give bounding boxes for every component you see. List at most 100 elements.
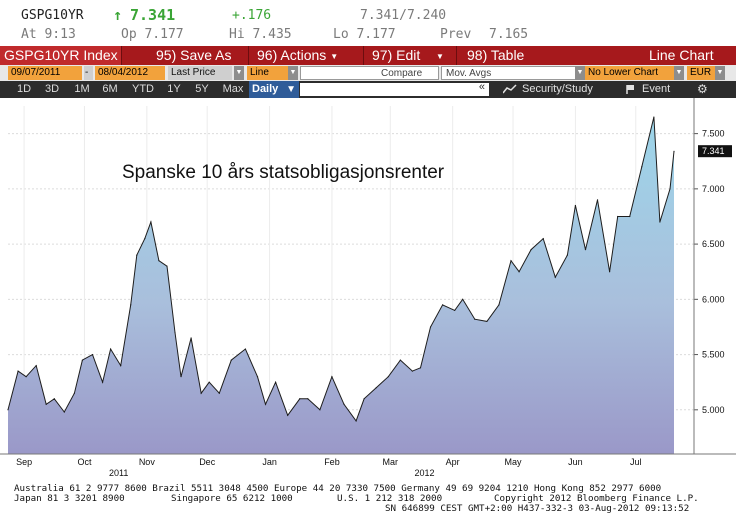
data-point	[136, 254, 138, 256]
period-5y[interactable]: 5Y	[195, 83, 209, 95]
data-point	[264, 403, 267, 405]
event-button[interactable]: Event	[626, 81, 670, 98]
security-study-button[interactable]: Security/Study	[502, 81, 593, 98]
x-tick-label: Jul	[630, 457, 642, 467]
options-bar: 09/07/2011 - 08/04/2012 Last Price ▼ Lin…	[0, 65, 736, 81]
divider	[456, 46, 457, 65]
data-point	[429, 326, 432, 328]
x-tick-label: Jan	[262, 457, 277, 467]
data-point	[120, 365, 122, 367]
data-point	[510, 260, 512, 262]
data-point	[518, 271, 520, 273]
line-chart-icon	[502, 84, 517, 94]
x-year-label: 2012	[414, 468, 434, 478]
high-label: Hi 7.435	[229, 27, 292, 42]
table-button[interactable]: 98) Table	[467, 46, 524, 65]
currency-dropdown-icon[interactable]: ▼	[715, 66, 725, 80]
x-tick-label: May	[505, 457, 523, 467]
y-tick-label: 6.500	[702, 239, 725, 249]
actions-label: 96) Actions	[257, 47, 327, 63]
data-point	[101, 381, 104, 383]
lower-chart-select[interactable]: No Lower Chart	[585, 66, 674, 80]
period-1y[interactable]: 1Y	[167, 83, 181, 95]
data-point	[554, 276, 556, 278]
period-ytd[interactable]: YTD	[132, 83, 154, 95]
up-arrow-icon: ↑	[113, 6, 123, 24]
data-point	[411, 370, 414, 372]
data-point	[144, 237, 146, 240]
data-point	[25, 376, 27, 378]
data-point	[130, 304, 132, 306]
style-select[interactable]: Line	[247, 66, 289, 80]
lower-chart-dropdown-icon[interactable]: ▼	[674, 66, 684, 80]
mov-avgs-dropdown-icon[interactable]: ▼	[575, 66, 585, 80]
x-tick-label: Sep	[16, 457, 32, 467]
edit-caret-icon[interactable]: ▼	[436, 51, 444, 61]
data-point	[307, 398, 309, 400]
settings-icon[interactable]: ⚙	[697, 82, 708, 96]
security-study-label: Security/Study	[522, 83, 593, 95]
last-price: 7.341	[130, 6, 176, 24]
data-point	[653, 116, 655, 118]
style-dropdown-icon[interactable]: ▼	[288, 66, 298, 80]
frequency-select[interactable]: Daily ▼	[249, 81, 299, 98]
compare-field[interactable]: Compare	[300, 66, 439, 80]
period-1d[interactable]: 1D	[16, 83, 32, 95]
frequency-label: Daily	[252, 83, 279, 95]
save-as-button[interactable]: 95) Save As	[156, 46, 232, 65]
index-field[interactable]: GSPG10YR Index	[0, 46, 122, 65]
data-point	[7, 409, 9, 411]
currency-select[interactable]: EUR	[687, 66, 715, 80]
footer-us: U.S. 1 212 318 2000	[337, 493, 443, 504]
data-point	[659, 221, 661, 223]
period-1m[interactable]: 1M	[74, 83, 90, 95]
data-point	[319, 409, 321, 411]
data-point	[542, 237, 544, 240]
data-point	[91, 353, 94, 356]
period-max[interactable]: Max	[222, 83, 244, 95]
collapse-icon: «	[478, 81, 485, 93]
edit-button[interactable]: 97) Edit	[372, 46, 420, 65]
divider	[248, 46, 249, 65]
data-point	[669, 188, 671, 190]
data-point	[218, 392, 220, 394]
field-dropdown-icon[interactable]: ▼	[234, 66, 244, 80]
data-point	[110, 348, 112, 350]
y-tick-label: 7.500	[702, 129, 725, 139]
field-select[interactable]: Last Price	[168, 66, 232, 80]
prev-label: Prev	[440, 27, 472, 42]
x-tick-label: Oct	[77, 457, 92, 467]
period-3d[interactable]: 3D	[44, 83, 60, 95]
x-tick-label: Nov	[139, 457, 156, 467]
period-6m[interactable]: 6M	[102, 83, 118, 95]
last-value-flag	[698, 145, 732, 158]
low-label: Lo 7.177	[333, 27, 396, 42]
data-point	[275, 381, 277, 383]
data-point	[363, 398, 365, 400]
data-point	[200, 392, 202, 394]
data-point	[474, 318, 476, 320]
mov-avgs-field[interactable]: Mov. Avgs	[441, 66, 576, 80]
actions-button[interactable]: 96) Actions ▼	[257, 46, 338, 65]
end-date-field[interactable]: 08/04/2012	[95, 66, 165, 80]
frequency-input[interactable]: «	[300, 81, 489, 96]
data-point	[454, 309, 456, 311]
price-area	[8, 117, 674, 454]
y-tick-label: 6.000	[702, 294, 725, 304]
data-point	[81, 359, 84, 361]
data-point	[343, 403, 345, 405]
data-point	[150, 221, 152, 223]
data-point	[174, 331, 176, 334]
y-tick-label: 5.000	[702, 405, 725, 415]
prev-value: 7.165	[489, 27, 529, 42]
caret-down-icon: ▼	[330, 51, 339, 61]
start-date-field[interactable]: 09/07/2011	[8, 66, 82, 80]
data-point	[299, 398, 301, 400]
data-point	[462, 298, 464, 300]
data-point	[566, 254, 568, 256]
data-point	[486, 320, 488, 323]
data-point	[442, 304, 444, 306]
data-point	[399, 359, 401, 361]
data-point	[35, 365, 37, 367]
x-tick-label: Jun	[568, 457, 583, 467]
